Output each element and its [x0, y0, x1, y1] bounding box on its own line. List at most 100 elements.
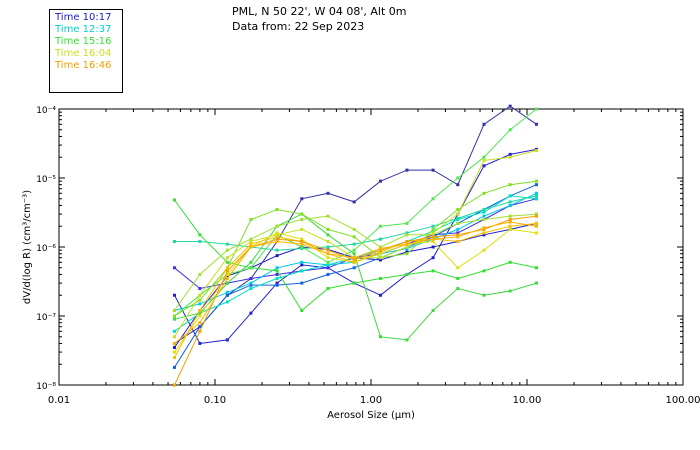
data-point: [225, 293, 229, 297]
data-point: [431, 235, 435, 239]
data-point: [482, 293, 486, 297]
data-point: [534, 224, 538, 228]
data-point: [326, 240, 330, 244]
x-tick-label: 1.00: [360, 395, 382, 406]
data-point: [275, 254, 279, 258]
data-point: [300, 197, 304, 201]
data-point: [249, 276, 253, 280]
data-point: [534, 149, 538, 153]
data-point: [326, 245, 330, 249]
data-point: [378, 224, 382, 228]
data-point: [225, 256, 229, 260]
y-tick-label: 10⁻⁸: [36, 382, 56, 392]
data-point: [378, 335, 382, 339]
data-point: [275, 237, 279, 241]
x-tick-label: 0.10: [204, 395, 226, 406]
data-point: [225, 272, 229, 276]
data-point: [198, 240, 202, 244]
y-axis-label: dV/d(log R) (cm³/cm⁻³): [22, 190, 33, 304]
data-point: [508, 194, 512, 198]
data-point: [482, 207, 486, 211]
data-point: [172, 314, 176, 318]
data-point: [431, 309, 435, 313]
data-point: [456, 266, 460, 270]
data-point: [249, 281, 253, 285]
data-point: [198, 325, 202, 329]
data-point: [172, 293, 176, 297]
data-point: [508, 183, 512, 187]
data-point: [275, 269, 279, 273]
data-point: [249, 240, 253, 244]
data-point: [405, 252, 409, 256]
data-point: [352, 235, 356, 239]
data-point: [482, 158, 486, 162]
data-point: [326, 252, 330, 256]
data-point: [352, 260, 356, 264]
data-point: [405, 242, 409, 246]
data-point: [198, 298, 202, 302]
data-point: [405, 272, 409, 276]
data-point: [508, 214, 512, 218]
data-point: [508, 152, 512, 156]
data-point: [172, 341, 176, 345]
data-point: [352, 248, 356, 252]
data-point: [456, 216, 460, 220]
data-point: [405, 338, 409, 342]
data-point: [352, 227, 356, 231]
data-point: [300, 269, 304, 273]
data-point: [431, 168, 435, 172]
data-point: [534, 194, 538, 198]
data-point: [508, 218, 512, 222]
data-point: [326, 214, 330, 218]
x-tick-label: 10.00: [513, 395, 542, 406]
data-point: [378, 293, 382, 297]
data-point: [378, 247, 382, 251]
data-point: [326, 233, 330, 237]
data-point: [249, 245, 253, 249]
data-point: [198, 341, 202, 345]
data-point: [198, 321, 202, 325]
data-point: [405, 231, 409, 235]
data-point: [275, 248, 279, 252]
data-point: [249, 266, 253, 270]
data-point: [482, 269, 486, 273]
data-point: [172, 240, 176, 244]
data-point: [300, 281, 304, 285]
data-point: [326, 287, 330, 291]
data-point: [249, 287, 253, 291]
data-point: [275, 207, 279, 211]
legend-entry: Time 16:46: [55, 60, 112, 71]
data-point: [482, 122, 486, 126]
data-point: [198, 329, 202, 333]
data-point: [534, 183, 538, 187]
data-point: [482, 164, 486, 168]
x-axis-label: Aerosol Size (µm): [327, 410, 415, 421]
data-point: [482, 214, 486, 218]
data-point: [378, 179, 382, 183]
data-point: [300, 245, 304, 249]
data-point: [300, 309, 304, 313]
data-point: [534, 122, 538, 126]
data-point: [508, 104, 512, 108]
data-point: [534, 179, 538, 183]
data-point: [225, 300, 229, 304]
data-point: [225, 266, 229, 270]
data-point: [300, 260, 304, 264]
data-point: [482, 248, 486, 252]
data-point: [456, 287, 460, 291]
x-tick-label: 100.00: [666, 395, 700, 406]
data-point: [300, 263, 304, 267]
data-point: [300, 212, 304, 216]
legend-entry: Time 12:37: [55, 24, 112, 35]
data-point: [508, 260, 512, 264]
data-point: [352, 242, 356, 246]
data-point: [172, 350, 176, 354]
data-point: [378, 248, 382, 252]
data-point: [249, 311, 253, 315]
data-point: [456, 235, 460, 239]
data-point: [405, 250, 409, 254]
data-point: [172, 365, 176, 369]
data-point: [482, 155, 486, 159]
station-header: PML, N 50 22', W 04 08', Alt 0m: [232, 5, 407, 18]
data-point: [431, 269, 435, 273]
